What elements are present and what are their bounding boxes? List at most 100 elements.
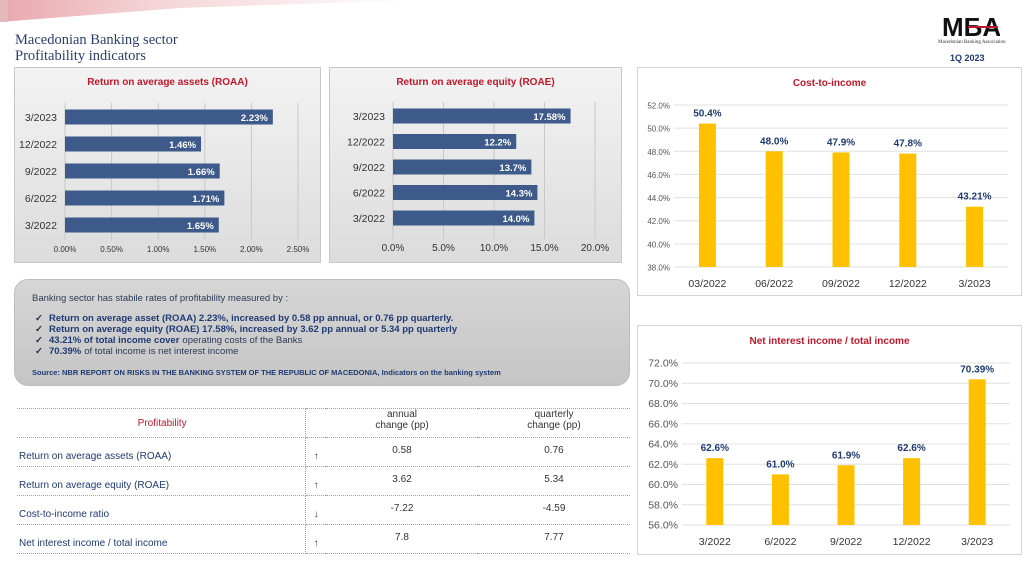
table-row: Net interest income / total income ↑ 7.8… bbox=[17, 524, 630, 554]
bar-value-label: 50.4% bbox=[693, 109, 721, 120]
y-tick-label: 46.0% bbox=[647, 171, 670, 180]
row-annual: 0.58 bbox=[326, 437, 478, 467]
row-quarterly: 0.76 bbox=[477, 437, 630, 467]
y-tick-label: 50.0% bbox=[647, 125, 670, 134]
summary-item-bold: Return on average asset (ROAA) 2.23%, in… bbox=[49, 313, 454, 324]
nii-chart-title: Net interest income / total income bbox=[749, 336, 910, 347]
bar-value-label: 2.23% bbox=[241, 113, 268, 124]
bar bbox=[393, 159, 532, 175]
bar-value-label: 1.65% bbox=[187, 221, 214, 232]
bar-value-label: 1.71% bbox=[192, 194, 219, 205]
category-label: 6/2022 bbox=[353, 188, 385, 200]
summary-item-bold: Return on average equity (ROAE) 17.58%, … bbox=[49, 324, 458, 335]
x-tick-label: 10.0% bbox=[480, 243, 508, 254]
x-category-label: 03/2022 bbox=[688, 278, 726, 290]
summary-item: ✓ Return on average equity (ROAE) 17.58%,… bbox=[35, 324, 460, 335]
page-title: Macedonian Banking sector Profitability … bbox=[15, 32, 178, 64]
bar-value-label: 14.3% bbox=[505, 189, 532, 200]
summary-list: ✓ Return on average asset (ROAA) 2.23%, i… bbox=[35, 313, 460, 357]
nii-chart-panel: Net interest income / total income 56.0%… bbox=[637, 325, 1022, 555]
bar-value-label: 61.0% bbox=[766, 459, 794, 470]
summary-item-text: operating costs of the Banks bbox=[182, 335, 303, 346]
table-header-quarterly: quarterly change (pp) bbox=[477, 408, 630, 438]
roaa-chart-title: Return on average assets (ROAA) bbox=[87, 77, 248, 88]
bar-value-label: 13.7% bbox=[499, 163, 526, 174]
row-annual: 3.62 bbox=[326, 466, 478, 496]
bar bbox=[698, 123, 716, 267]
category-label: 3/2023 bbox=[353, 111, 385, 123]
bar bbox=[706, 458, 724, 525]
x-category-label: 6/2022 bbox=[764, 536, 796, 548]
bar-value-label: 12.2% bbox=[484, 138, 511, 149]
roae-chart-panel: Return on average equity (ROAE) 0.0% 5.0%… bbox=[329, 67, 622, 263]
category-label: 6/2022 bbox=[25, 193, 57, 205]
page-title-line2: Profitability indicators bbox=[15, 48, 146, 64]
bar bbox=[903, 458, 921, 525]
bar-value-label: 48.0% bbox=[760, 136, 788, 147]
x-category-label: 9/2022 bbox=[830, 536, 862, 548]
logo-subtext: Macedonian Banking Association bbox=[938, 40, 1006, 45]
summary-item: ✓ 70.39% of total income is net interest i… bbox=[35, 346, 460, 357]
row-annual: -7.22 bbox=[326, 495, 478, 525]
y-tick-label: 68.0% bbox=[648, 398, 678, 410]
bar bbox=[832, 152, 850, 267]
x-category-label: 3/2022 bbox=[699, 536, 731, 548]
x-tick-label: 0.50% bbox=[100, 245, 123, 254]
bar-value-label: 47.8% bbox=[894, 139, 922, 150]
roae-chart-title: Return on average equity (ROAE) bbox=[396, 77, 555, 88]
summary-item-bold: 43.21% of total income cover bbox=[49, 335, 180, 346]
row-quarterly: 5.34 bbox=[477, 466, 630, 496]
bar-value-label: 62.6% bbox=[897, 443, 925, 454]
bar bbox=[65, 136, 202, 152]
x-tick-label: 0.0% bbox=[382, 243, 405, 254]
bar-value-label: 1.66% bbox=[188, 167, 215, 178]
y-tick-label: 66.0% bbox=[648, 418, 678, 430]
nii-chart: 56.0% 58.0% 60.0% 62.0% 64.0% 66.0% 68.0% 70.0%… bbox=[648, 358, 1010, 548]
bar bbox=[393, 185, 538, 200]
category-label: 12/2022 bbox=[347, 137, 385, 149]
summary-intro: Banking sector has stabile rates of prof… bbox=[32, 293, 289, 304]
y-tick-label: 64.0% bbox=[648, 439, 678, 451]
y-tick-label: 48.0% bbox=[647, 148, 670, 157]
bar bbox=[65, 190, 225, 206]
row-name: Return on average equity (ROAE) bbox=[17, 466, 307, 496]
checkmark-icon: ✓ bbox=[35, 335, 43, 346]
y-tick-label: 38.0% bbox=[647, 264, 670, 273]
checkmark-icon: ✓ bbox=[35, 324, 43, 335]
x-category-label: 06/2022 bbox=[755, 278, 793, 290]
table-header-annual: annual change (pp) bbox=[326, 408, 478, 438]
category-label: 3/2022 bbox=[353, 213, 385, 225]
bar bbox=[837, 465, 855, 525]
x-tick-label: 1.00% bbox=[147, 245, 170, 254]
y-tick-label: 44.0% bbox=[647, 194, 670, 203]
category-label: 3/2023 bbox=[25, 112, 57, 124]
y-tick-label: 70.0% bbox=[648, 378, 678, 390]
roaa-chart-panel: Return on average assets (ROAA) 0.00% 0.5… bbox=[14, 67, 321, 263]
period-label: 1Q 2023 bbox=[950, 53, 985, 63]
table-row: Cost-to-income ratio ↓ -7.22 -4.59 bbox=[17, 495, 630, 525]
bar bbox=[65, 163, 220, 179]
bar-value-label: 70.39% bbox=[960, 364, 994, 375]
x-tick-label: 0.00% bbox=[54, 245, 77, 254]
arrow-down-icon: ↓ bbox=[305, 495, 327, 525]
arrow-up-icon: ↑ bbox=[305, 466, 327, 496]
bar-value-label: 43.21% bbox=[958, 192, 992, 203]
category-label: 12/2022 bbox=[19, 139, 57, 151]
arrow-up-icon: ↑ bbox=[305, 524, 327, 554]
bar-value-label: 17.58% bbox=[533, 112, 566, 123]
row-quarterly: -4.59 bbox=[477, 495, 630, 525]
table-header-profitability: Profitability bbox=[17, 408, 307, 438]
source-note: Source: NBR REPORT ON RISKS IN THE BANKI… bbox=[32, 368, 501, 377]
y-tick-label: 52.0% bbox=[647, 102, 670, 111]
x-category-label: 09/2022 bbox=[822, 278, 860, 290]
bar bbox=[65, 109, 273, 125]
x-tick-label: 2.50% bbox=[287, 245, 310, 254]
row-name: Cost-to-income ratio bbox=[17, 495, 307, 525]
table-row: Return on average equity (ROAE) ↑ 3.62 5… bbox=[17, 466, 630, 496]
y-tick-label: 40.0% bbox=[647, 240, 670, 249]
category-label: 9/2022 bbox=[353, 162, 385, 174]
y-tick-label: 72.0% bbox=[648, 358, 678, 370]
x-category-label: 3/2023 bbox=[961, 536, 993, 548]
bar bbox=[393, 108, 571, 124]
roaa-chart: 0.00% 0.50% 1.00% 1.50% 2.00% 2.50% 3/2023 2.23… bbox=[19, 103, 310, 254]
